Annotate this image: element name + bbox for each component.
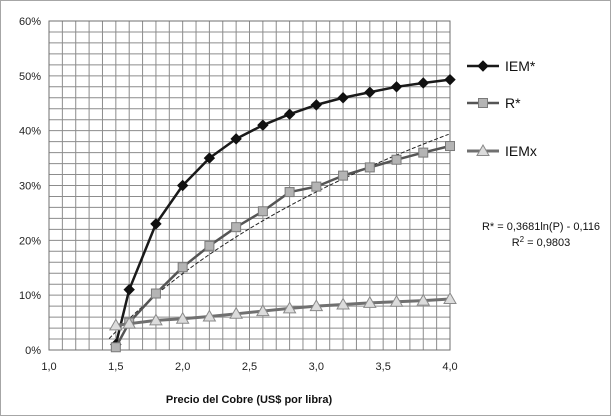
- data-point-diamond: [283, 108, 296, 120]
- y-tick-label: 60%: [19, 16, 41, 28]
- data-point-triangle: [202, 309, 217, 322]
- x-tick-label: 1,0: [41, 361, 56, 373]
- legend-label: IEM*: [505, 58, 536, 74]
- data-point-diamond: [444, 73, 456, 86]
- r-squared-label: R2 = 0,9803: [512, 235, 571, 249]
- data-point-diamond: [150, 218, 162, 230]
- data-point-triangle: [362, 295, 377, 308]
- legend: IEM* R* IEMx: [467, 58, 537, 159]
- y-tick-label: 10%: [19, 290, 41, 302]
- data-point-square: [231, 222, 242, 233]
- data-point-diamond: [176, 179, 189, 192]
- data-point-triangle: [416, 293, 431, 306]
- data-point-diamond: [417, 77, 429, 89]
- data-point-diamond: [337, 92, 349, 104]
- y-tick-label: 30%: [19, 181, 41, 193]
- x-tick-label: 3,0: [309, 361, 324, 373]
- data-point-triangle: [309, 299, 324, 312]
- data-point-diamond: [203, 152, 216, 164]
- data-point-diamond: [390, 81, 403, 93]
- data-point-square: [445, 141, 455, 152]
- legend-item: IEMx: [467, 143, 537, 159]
- trendline-annotation: R* = 0,3681ln(P) - 0,116 R2 = 0,9803: [482, 221, 600, 249]
- y-tick-label: 20%: [19, 235, 41, 247]
- data-point-square: [338, 170, 349, 181]
- data-point-triangle: [389, 294, 404, 307]
- x-tick-label: 3,5: [376, 361, 391, 373]
- r-squared-value: = 0,9803: [524, 237, 570, 249]
- data-point-diamond: [123, 283, 135, 296]
- series-diamond: [110, 73, 456, 351]
- trendline-equation: R* = 0,3681ln(P) - 0,116: [482, 221, 600, 233]
- series-triangle: [108, 291, 457, 331]
- legend-item: IEM*: [467, 58, 536, 74]
- data-point-square: [284, 187, 295, 198]
- x-tick-label: 2,0: [175, 361, 190, 373]
- y-tick-label: 40%: [19, 126, 41, 138]
- legend-label: R*: [505, 95, 521, 111]
- x-axis-label: Precio del Cobre (US$ por libra): [166, 394, 333, 406]
- data-point-diamond: [257, 119, 269, 131]
- data-point-square: [391, 154, 402, 165]
- data-point-diamond: [230, 133, 242, 145]
- legend-marker-triangle: [476, 143, 490, 156]
- data-point-square: [204, 240, 215, 251]
- data-point-triangle: [443, 291, 457, 305]
- data-point-square: [364, 162, 375, 173]
- data-point-triangle: [336, 297, 350, 310]
- y-tick-label: 50%: [19, 71, 41, 83]
- data-point-square: [257, 206, 268, 217]
- data-point-square: [177, 262, 188, 273]
- data-point-square: [311, 181, 322, 192]
- data-point-square: [150, 288, 161, 299]
- r-squared-base: R: [512, 237, 520, 249]
- data-point-triangle: [108, 318, 123, 331]
- plot-area-border: [48, 20, 451, 351]
- x-tick-label: 4,0: [442, 361, 457, 373]
- x-tick-label: 1,5: [108, 361, 123, 373]
- data-point-triangle: [282, 301, 297, 314]
- data-point-triangle: [149, 313, 163, 326]
- axes: 0% 10% 20% 30% 40% 50% 60% 1,0 1,5 2,0 2,5 3,0 3,5 4,…: [19, 16, 458, 373]
- data-point-triangle: [256, 304, 270, 317]
- series-square: [110, 141, 455, 353]
- data-point-diamond: [310, 99, 323, 111]
- y-tick-label: 0%: [25, 345, 41, 357]
- data-point-triangle: [175, 311, 190, 324]
- data-point-square: [110, 342, 121, 353]
- data-point-triangle: [229, 306, 243, 319]
- data-point-diamond: [364, 86, 376, 98]
- legend-marker-diamond: [477, 60, 489, 72]
- x-tick-label: 2,5: [242, 361, 257, 373]
- data-point-square: [418, 147, 429, 158]
- legend-label: IEMx: [505, 143, 537, 159]
- r-squared-superscript: 2: [520, 235, 525, 244]
- legend-marker-square: [478, 98, 488, 108]
- series-line: [115, 297, 451, 327]
- legend-item: R*: [467, 95, 521, 111]
- series: [108, 73, 457, 353]
- data-point-triangle: [122, 316, 137, 329]
- grid: [48, 20, 451, 351]
